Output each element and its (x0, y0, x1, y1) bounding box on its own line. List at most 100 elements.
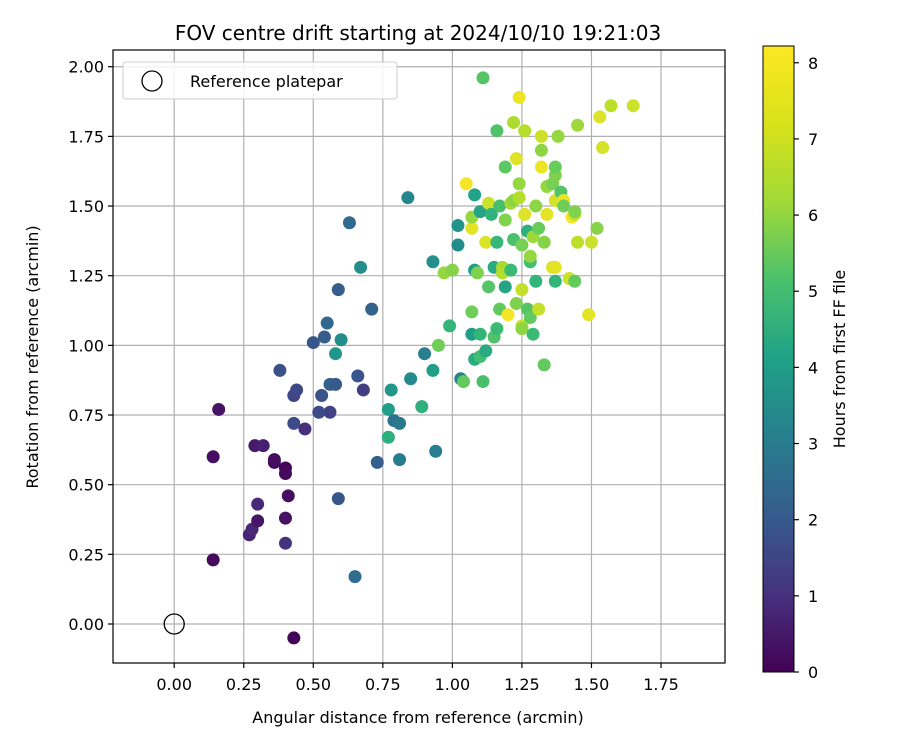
data-point (532, 221, 546, 235)
data-point (312, 405, 326, 419)
data-point (548, 260, 562, 274)
data-point (206, 553, 220, 567)
data-point (323, 405, 337, 419)
data-point (370, 455, 384, 469)
colorbar-tick-label: 8 (808, 54, 818, 73)
data-point (590, 221, 604, 235)
data-point (482, 280, 496, 294)
data-point (465, 221, 479, 235)
data-point (267, 453, 281, 467)
data-point (331, 283, 345, 297)
data-point (212, 402, 226, 416)
data-point (582, 308, 596, 322)
data-point (278, 467, 292, 481)
data-point (320, 316, 334, 330)
data-point (501, 308, 515, 322)
data-point (584, 235, 598, 249)
data-point (537, 235, 551, 249)
data-point (381, 430, 395, 444)
data-point (429, 444, 443, 458)
data-point (504, 263, 518, 277)
data-point (548, 160, 562, 174)
data-point (393, 416, 407, 430)
data-point (515, 238, 529, 252)
data-point (557, 199, 571, 213)
data-point (334, 333, 348, 347)
data-point (479, 344, 493, 358)
x-tick-label: 1.25 (504, 675, 540, 694)
x-axis: 0.00 0.25 0.50 0.75 1.00 1.25 1.50 1.75 (156, 663, 679, 694)
data-point (431, 338, 445, 352)
data-point (479, 235, 493, 249)
data-point (534, 160, 548, 174)
colorbar-tick-label: 3 (808, 435, 818, 454)
data-point (348, 570, 362, 584)
legend-reference-marker (141, 70, 163, 92)
data-point (470, 266, 484, 280)
data-point (354, 260, 368, 274)
data-point (317, 330, 331, 344)
x-tick-label: 0.25 (226, 675, 262, 694)
colorbar-tick-label: 0 (808, 663, 818, 682)
data-point (537, 358, 551, 372)
data-point (473, 327, 487, 341)
data-point (484, 207, 498, 221)
data-point (568, 205, 582, 219)
data-point (515, 322, 529, 336)
colorbar-label: Hours from first FF file (830, 270, 849, 449)
data-point (493, 199, 507, 213)
data-point (351, 369, 365, 383)
data-point (287, 416, 301, 430)
data-point (498, 160, 512, 174)
data-point (445, 263, 459, 277)
colorbar-tick-label: 2 (808, 511, 818, 530)
data-point (426, 255, 440, 269)
data-point (404, 372, 418, 386)
data-point (281, 489, 295, 503)
data-point (532, 302, 546, 316)
data-point (329, 347, 343, 361)
data-point (512, 90, 526, 104)
data-point (287, 631, 301, 645)
y-tick-label: 2.00 (68, 58, 104, 77)
data-point (476, 375, 490, 389)
data-point (356, 383, 370, 397)
data-point (278, 536, 292, 550)
data-point (465, 305, 479, 319)
data-point (426, 363, 440, 377)
x-tick-label: 1.75 (643, 675, 679, 694)
data-point (507, 115, 521, 129)
data-point (596, 141, 610, 155)
colorbar-gradient (762, 45, 795, 673)
data-point (457, 375, 471, 389)
data-point (251, 514, 265, 528)
reference-platepar-marker (163, 613, 185, 635)
y-axis-label: Rotation from reference (arcmin) (23, 225, 42, 488)
colorbar-tick-label: 7 (808, 130, 818, 149)
data-point (251, 497, 265, 511)
data-point (342, 216, 356, 230)
data-point (482, 196, 496, 210)
data-point (381, 402, 395, 416)
y-tick-label: 1.25 (68, 267, 104, 286)
y-tick-label: 1.75 (68, 127, 104, 146)
y-tick-label: 0.00 (68, 615, 104, 634)
data-point (568, 274, 582, 288)
x-tick-label: 1.50 (574, 675, 610, 694)
data-point (551, 129, 565, 143)
data-point (490, 235, 504, 249)
colorbar-tick-label: 5 (808, 282, 818, 301)
x-axis-label: Angular distance from reference (arcmin) (252, 708, 583, 727)
y-tick-label: 0.25 (68, 545, 104, 564)
data-points (163, 71, 640, 645)
data-point (468, 188, 482, 202)
plot-frame (112, 49, 726, 664)
data-point (490, 322, 504, 336)
data-point (476, 71, 490, 85)
y-tick-label: 1.00 (68, 336, 104, 355)
legend-entry-reference: Reference platepar (190, 72, 343, 91)
data-point (490, 124, 504, 138)
data-point (626, 99, 640, 113)
data-point (443, 319, 457, 333)
